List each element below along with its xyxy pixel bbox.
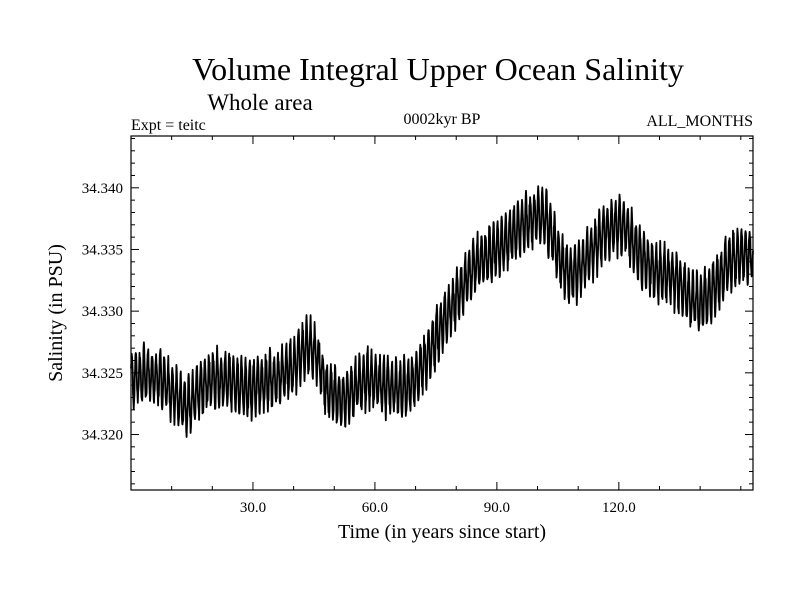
experiment-label: Expt = teitc [131, 117, 206, 134]
y-tick-label: 34.320 [82, 427, 123, 443]
axis-ticks [131, 136, 753, 490]
y-tick-label: 34.340 [82, 181, 123, 197]
x-tick-label: 60.0 [362, 500, 388, 516]
months-label: ALL_MONTHS [646, 113, 753, 130]
x-tick-label: 90.0 [484, 500, 510, 516]
x-tick-label: 120.0 [602, 500, 636, 516]
salinity-series-line [130, 185, 754, 438]
y-tick-label: 34.325 [82, 366, 123, 382]
plot-frame [130, 135, 754, 491]
axis-tick-labels: 30.0 60.0 90.0 120.0 34.320 34.325 34.330 34.33… [82, 181, 636, 516]
y-axis-label: Salinity (in PSU) [45, 244, 67, 382]
x-axis-label: Time (in years since start) [338, 521, 546, 543]
chart-subtitle: Whole area [207, 90, 312, 115]
chart-title: Volume Integral Upper Ocean Salinity [192, 51, 684, 87]
period-label: 0002kyr BP [404, 111, 481, 128]
x-tick-label: 30.0 [240, 500, 266, 516]
y-tick-label: 34.330 [82, 304, 123, 320]
y-tick-label: 34.335 [82, 242, 123, 258]
